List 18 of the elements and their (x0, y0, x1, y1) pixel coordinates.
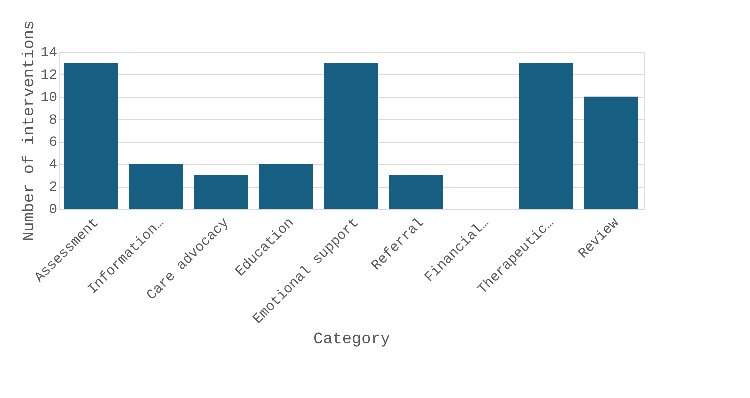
x-axis-title: Category (314, 330, 391, 348)
y-tick-label: 8 (49, 112, 58, 129)
y-axis-title: Number of interventions (20, 20, 39, 242)
y-tick-label: 2 (49, 180, 58, 196)
bar (324, 63, 378, 209)
y-tick-label: 12 (40, 68, 58, 84)
bar (390, 175, 444, 209)
y-tick-label: 10 (40, 90, 58, 106)
bar (130, 164, 184, 209)
bar (520, 63, 574, 209)
bar (260, 164, 314, 209)
bar (64, 63, 118, 209)
y-tick-label: 6 (49, 135, 58, 152)
y-tick-label: 14 (40, 46, 58, 62)
bar (194, 175, 248, 209)
y-tick-label: 4 (49, 158, 58, 174)
y-tick-label: 0 (49, 202, 58, 218)
bar (584, 96, 638, 209)
